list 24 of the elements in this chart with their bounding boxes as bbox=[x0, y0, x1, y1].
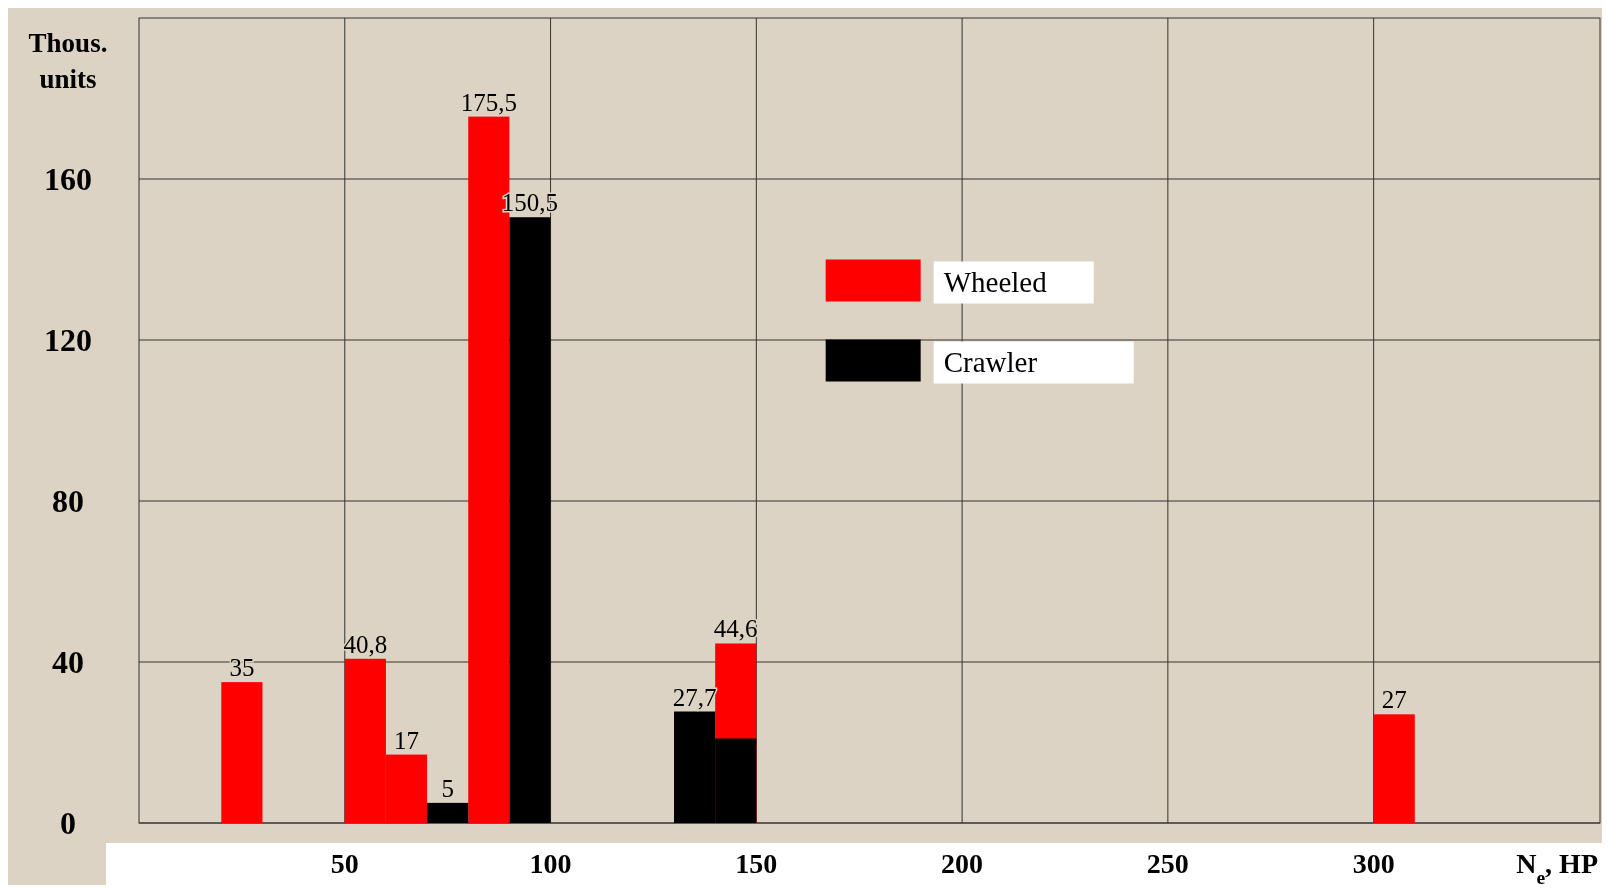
y-tick-label: 0 bbox=[60, 805, 76, 842]
bar bbox=[427, 802, 469, 823]
y-tick-label: 80 bbox=[52, 483, 84, 520]
y-tick-label: 40 bbox=[52, 644, 84, 681]
x-axis-title: N$_{e}$, HP bbox=[1516, 848, 1598, 888]
x-tick-label: 250 bbox=[1146, 848, 1189, 879]
x-tick-label: 100 bbox=[529, 848, 572, 879]
legend-label: Wheeled bbox=[943, 265, 1048, 298]
data-label: 35 bbox=[229, 654, 255, 682]
data-label: 5 bbox=[441, 774, 454, 802]
bar bbox=[1373, 714, 1415, 823]
data-label: 27 bbox=[1381, 686, 1407, 714]
bar bbox=[221, 682, 263, 823]
data-label: 17 bbox=[394, 726, 420, 754]
y-tick-label: 160 bbox=[44, 161, 92, 198]
y-axis-title: Thous. units bbox=[28, 28, 108, 94]
x-tick-label: 150 bbox=[735, 848, 778, 879]
x-tick-label: 300 bbox=[1352, 848, 1395, 879]
legend-label: Crawler bbox=[943, 345, 1038, 378]
x-tick-label: 50 bbox=[330, 848, 359, 879]
x-tick-label: 200 bbox=[941, 848, 984, 879]
y-tick-label: 120 bbox=[44, 322, 92, 359]
data-label: 175,5 bbox=[460, 88, 517, 116]
bar bbox=[509, 217, 551, 823]
